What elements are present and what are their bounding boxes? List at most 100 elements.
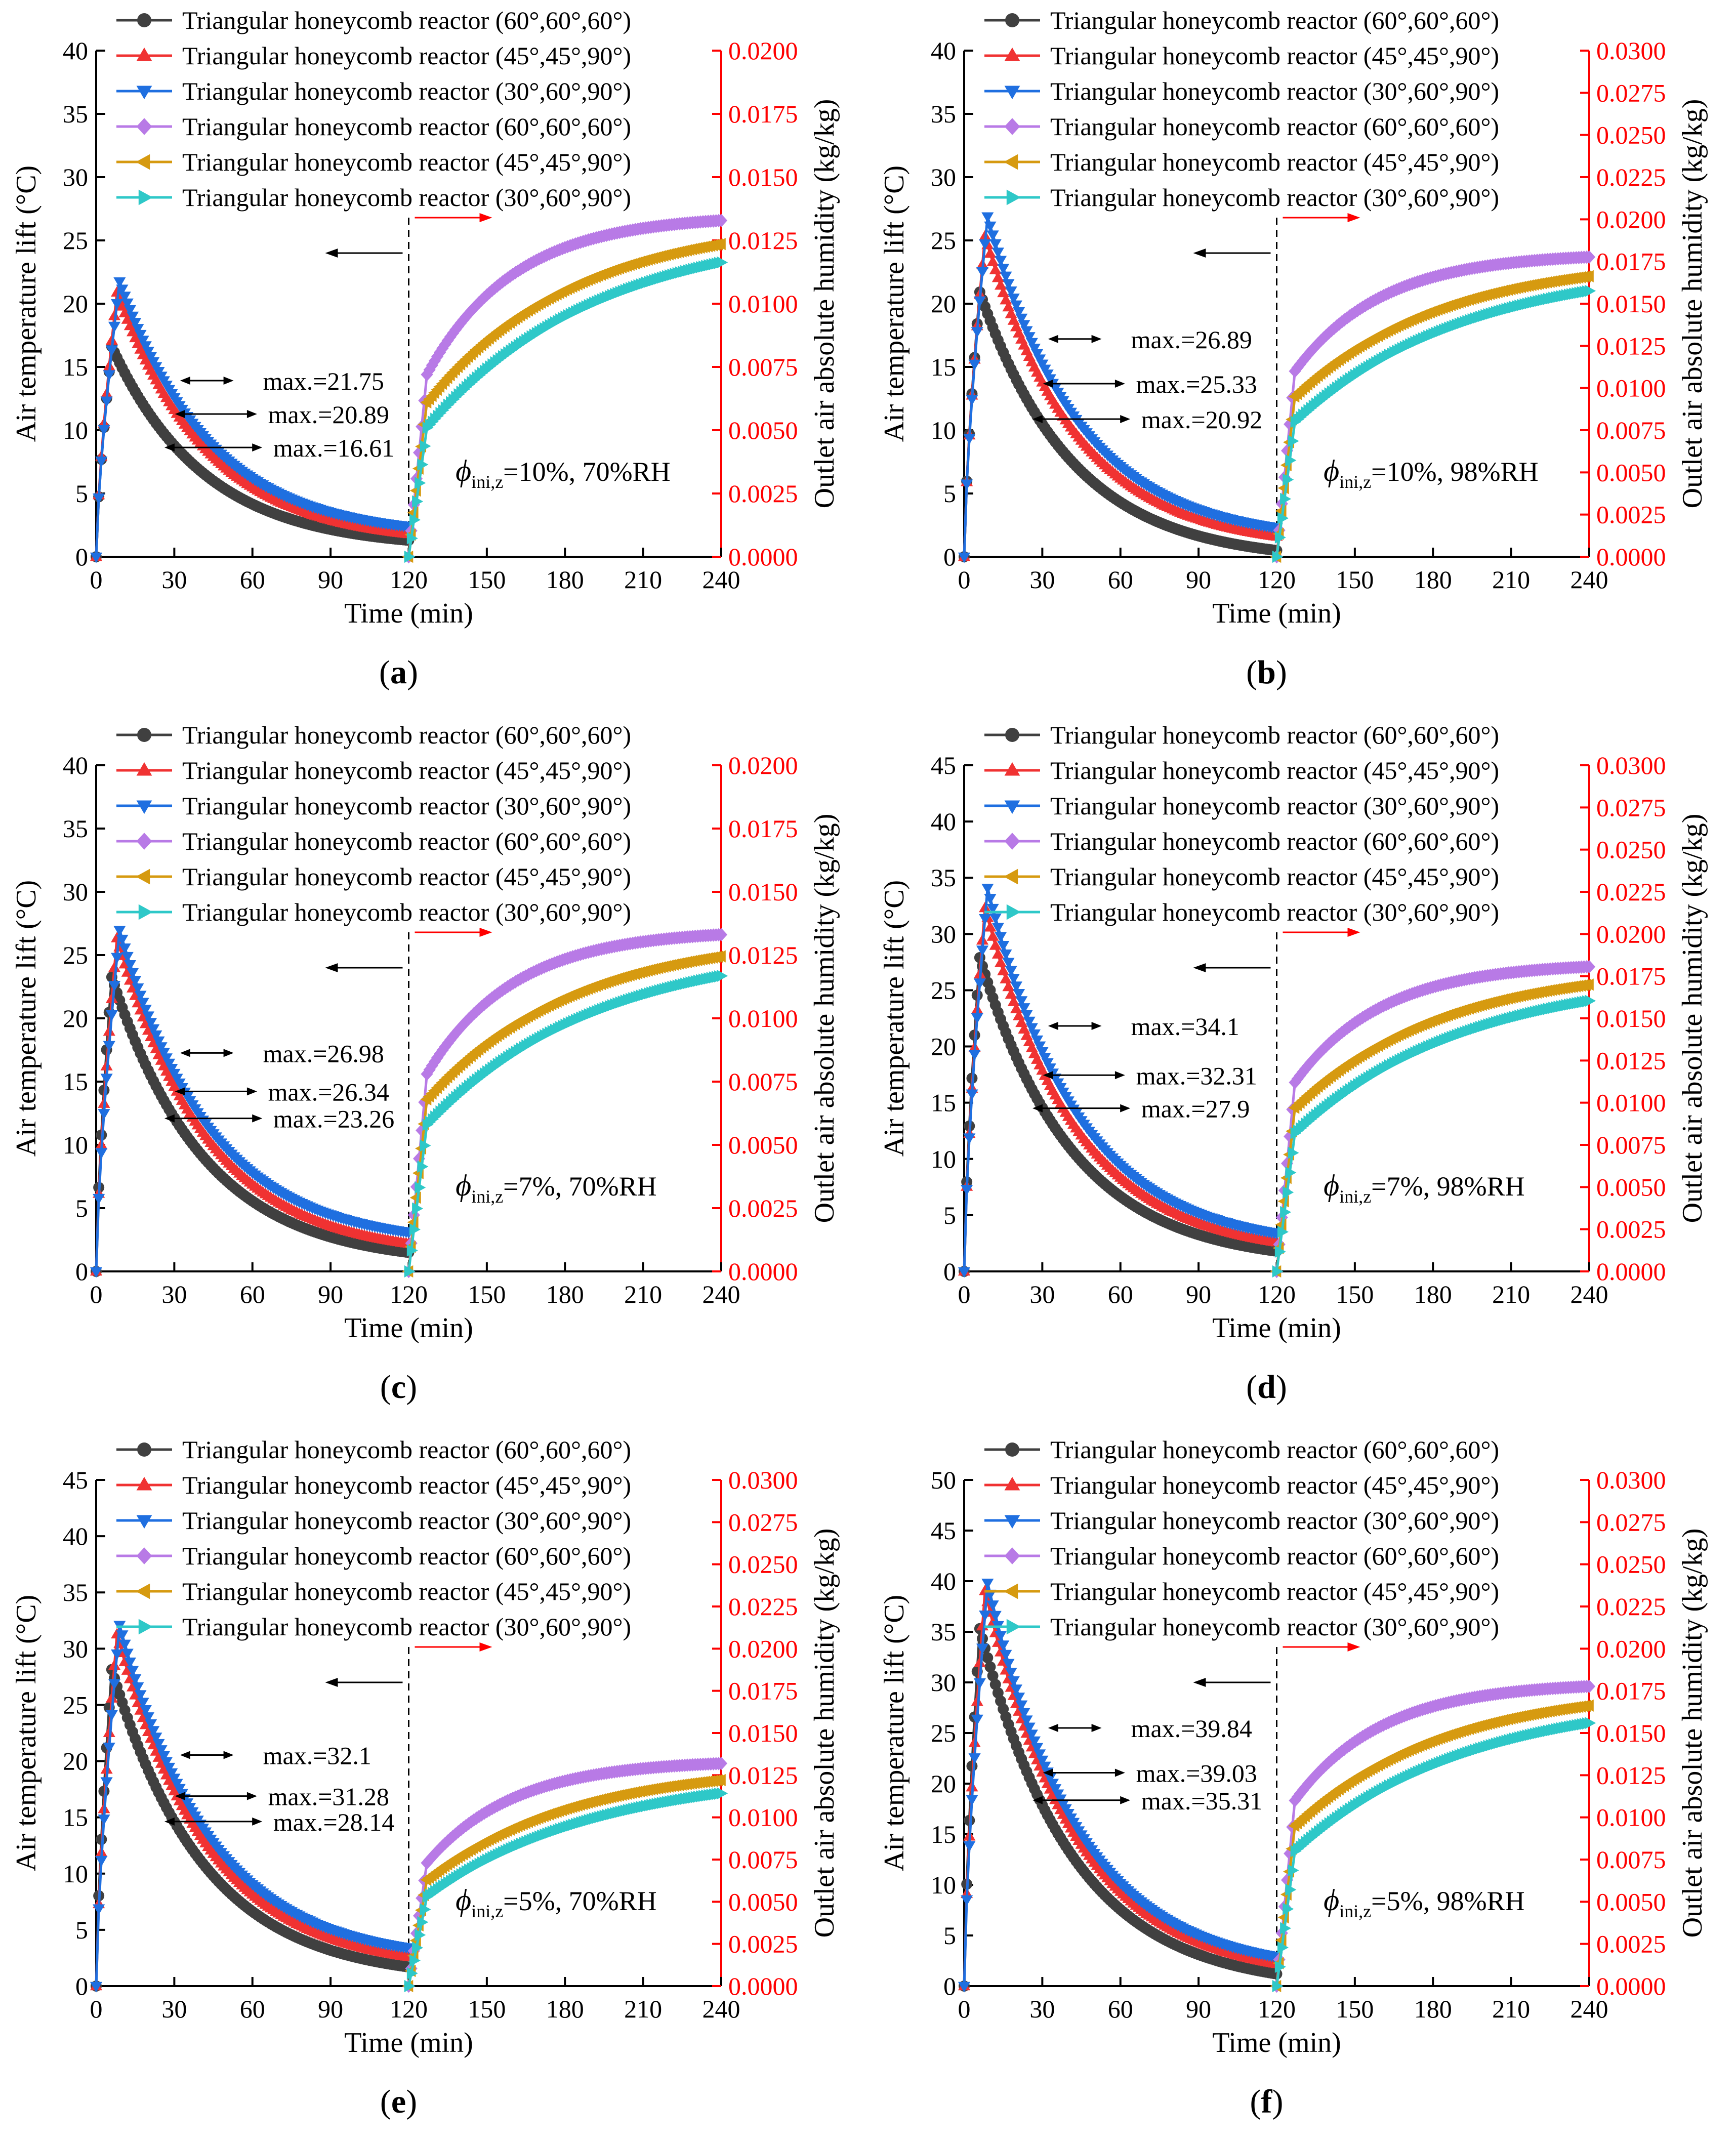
humidity-point: [409, 1954, 421, 1967]
temperature-point: [1005, 966, 1017, 977]
temperature-point: [982, 1652, 994, 1664]
legend-label-4: Triangular honeycomb reactor (60°,60°,60…: [1050, 827, 1499, 855]
y-right-tick-label: 0.0150: [1596, 1004, 1666, 1033]
x-tick-label: 30: [1029, 1995, 1055, 2023]
legend-marker-3: [1004, 86, 1020, 100]
y-right-tick-label: 0.0250: [1596, 1550, 1666, 1579]
temperature-point: [1018, 320, 1030, 331]
x-tick-label: 30: [161, 565, 187, 594]
condition-phi: ϕ: [456, 1169, 471, 1202]
legend-label-5: Triangular honeycomb reactor (45°,45°,90…: [182, 148, 631, 176]
x-tick-label: 0: [958, 565, 971, 594]
humidity-point: [1283, 1903, 1294, 1915]
legend-marker-3: [1004, 800, 1020, 814]
max-annotation-arrowhead-right: [246, 1792, 257, 1800]
humidity-point: [412, 1909, 426, 1923]
legend-label-2: Triangular honeycomb reactor (45°,45°,90…: [182, 756, 631, 785]
temperature-point: [129, 976, 142, 987]
y-right-tick-label: 0.0200: [1596, 1634, 1666, 1663]
temperature-point: [1012, 988, 1025, 1000]
legend-marker-4: [136, 118, 152, 135]
humidity-point: [1583, 960, 1596, 974]
legend-marker-3: [136, 1515, 152, 1529]
temperature-point: [971, 1013, 983, 1024]
y-right-tick-label: 0.0275: [1596, 78, 1666, 107]
y-right-axis-label: Outlet air absolute humidity (kg/kg): [809, 814, 840, 1223]
humidity-point: [431, 350, 444, 363]
humidity-point: [1274, 531, 1286, 544]
temperature-point: [971, 327, 983, 338]
temperature-point: [1002, 279, 1015, 290]
y-right-tick-label: 0.0225: [1596, 1592, 1666, 1621]
temperature-point: [976, 267, 989, 278]
humidity-point: [1283, 1186, 1294, 1199]
temperature-point: [108, 309, 121, 320]
temperature-point: [105, 1692, 118, 1703]
temperature-point: [986, 255, 999, 266]
x-axis-label: Time (min): [344, 1312, 473, 1344]
legend-marker-6: [138, 904, 153, 920]
temperature-point: [958, 552, 971, 563]
temperature-point: [142, 1712, 155, 1723]
legend-label-5: Triangular honeycomb reactor (45°,45°,90…: [1050, 862, 1499, 891]
panel-label-open: (: [1246, 654, 1257, 691]
temperature-point: [108, 981, 121, 992]
y-right-tick-label: 0.0200: [1596, 205, 1666, 233]
temperature-point: [132, 1682, 144, 1693]
y-right-axis-label: Outlet air absolute humidity (kg/kg): [809, 1529, 840, 1938]
humidity-point: [1582, 1699, 1594, 1712]
temperature-point: [1028, 1029, 1041, 1040]
temperature-point: [984, 1661, 996, 1673]
humidity-point: [714, 237, 726, 251]
temperature-point: [166, 1768, 178, 1779]
temperature-point: [108, 1659, 121, 1670]
temperature-point: [123, 1657, 136, 1668]
x-tick-label: 90: [1186, 1280, 1211, 1308]
y-right-tick-label: 0.0100: [1596, 1803, 1666, 1832]
humidity-point: [1277, 1941, 1289, 1954]
y-left-tick-label: 15: [931, 1820, 956, 1848]
y-left-tick-label: 0: [943, 1257, 956, 1286]
temperature-point: [150, 1733, 162, 1744]
temperature-point: [1000, 271, 1012, 282]
temperature-point: [108, 1679, 121, 1690]
humidity-markers-2: [1270, 978, 1594, 1278]
condition-phi: ϕ: [456, 1883, 471, 1917]
y-right-tick-label: 0.0200: [1596, 920, 1666, 948]
y-left-tick-label: 15: [931, 353, 956, 381]
y-left-tick-label: 30: [63, 163, 88, 191]
legend-marker-5: [136, 154, 150, 170]
temperature-markers-1: [959, 952, 1283, 1277]
y-left-tick-label: 25: [63, 1691, 88, 1719]
x-tick-label: 0: [90, 1995, 103, 2023]
y-right-tick-label: 0.0050: [1596, 458, 1666, 486]
y-right-tick-label: 0.0050: [1596, 1887, 1666, 1916]
x-tick-label: 0: [958, 1280, 971, 1308]
temperature-point: [139, 341, 152, 352]
x-tick-label: 180: [1414, 1280, 1452, 1308]
temperature-point: [984, 921, 997, 932]
temperature-point: [116, 284, 129, 296]
humidity-markers-3: [404, 256, 728, 563]
legend-label-5: Triangular honeycomb reactor (45°,45°,90…: [182, 1577, 631, 1605]
y-left-tick-label: 40: [63, 1522, 88, 1550]
temperature-point: [981, 1578, 994, 1589]
temperature-point: [1023, 1016, 1036, 1027]
humidity-point: [1277, 512, 1289, 524]
y-left-tick-label: 20: [931, 1033, 956, 1061]
temperature-point: [966, 1795, 978, 1806]
legend-label-2: Triangular honeycomb reactor (45°,45°,90…: [182, 42, 631, 70]
humidity-point: [1285, 454, 1297, 467]
x-tick-label: 180: [546, 565, 584, 594]
temperature-point: [147, 1726, 160, 1737]
condition-subscript: ini,z: [471, 1901, 503, 1921]
panel-label-letter: c: [391, 1369, 406, 1406]
max-annotation: max.=16.61: [273, 434, 394, 462]
humidity-point: [412, 446, 426, 460]
humidity-point: [421, 367, 433, 382]
humidity-point: [1585, 284, 1596, 297]
max-annotation-arrowhead-right: [246, 409, 257, 418]
y-left-tick-label: 10: [63, 1860, 88, 1888]
condition-phi: ϕ: [1324, 1169, 1339, 1202]
